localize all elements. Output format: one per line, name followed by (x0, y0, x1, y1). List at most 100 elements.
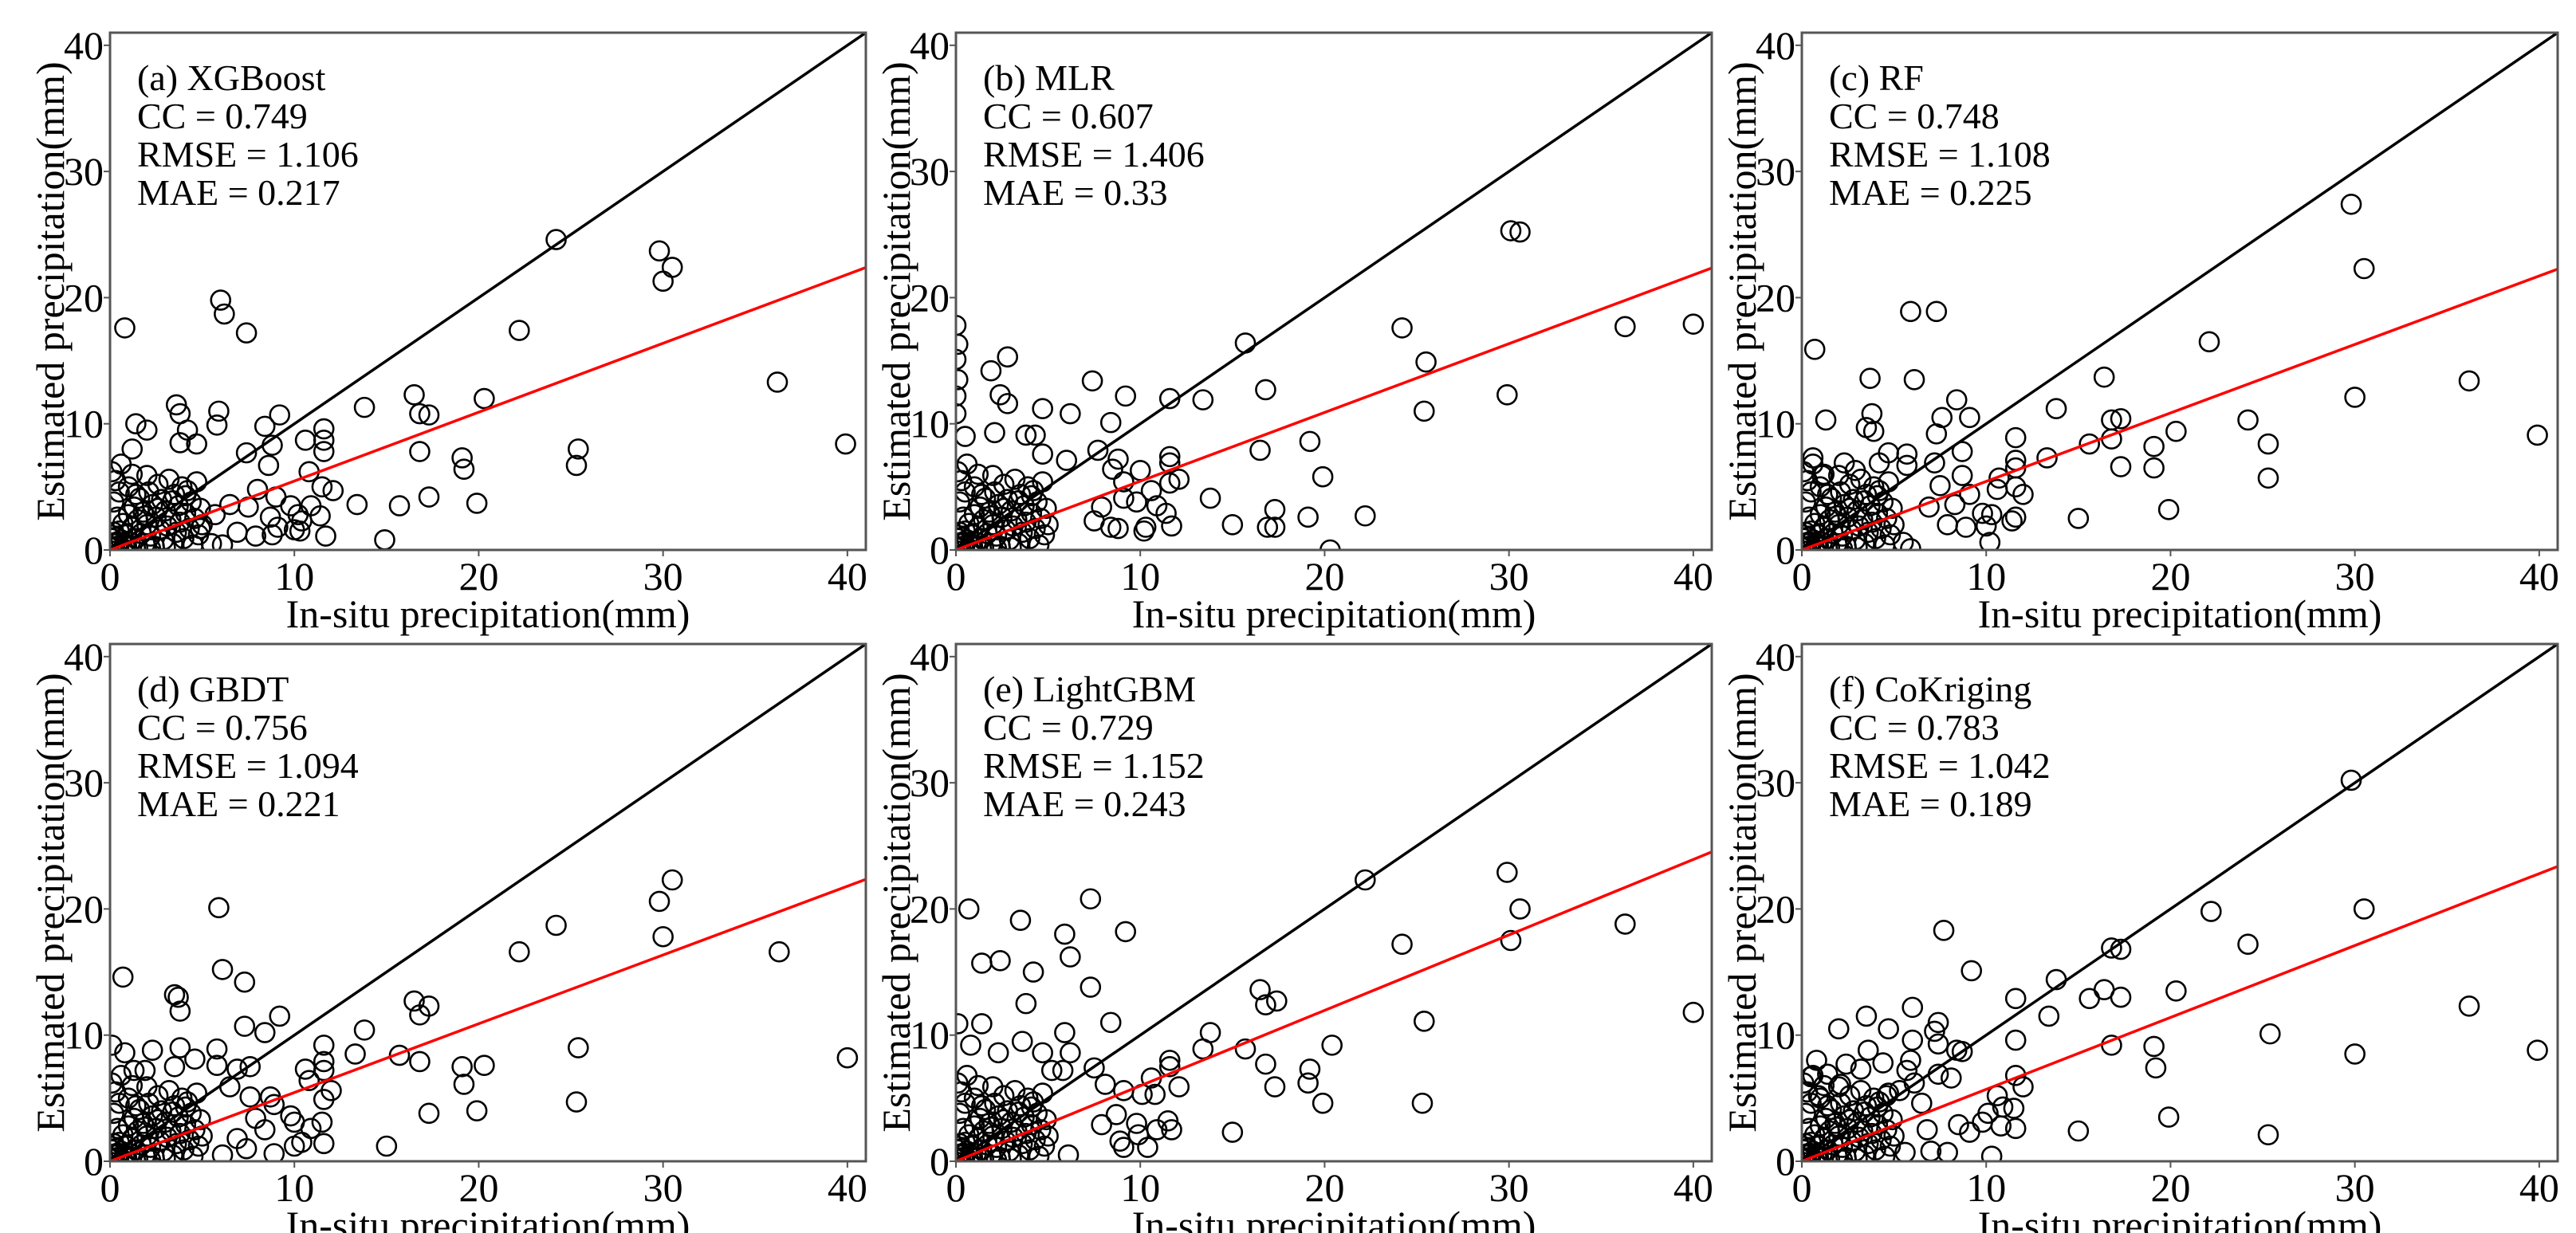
data-point (117, 476, 140, 498)
data-point (1015, 424, 1037, 446)
data-point (1102, 458, 1123, 480)
data-point (169, 1000, 191, 1022)
data-point (313, 429, 335, 451)
data-point (1866, 485, 1889, 507)
y-tick-label: 30 (64, 760, 104, 805)
data-point (2198, 331, 2220, 353)
data-point (1083, 510, 1105, 532)
data-point (1234, 1038, 1257, 1060)
data-point (2353, 898, 2375, 920)
x-tick-label: 10 (1966, 1165, 2006, 1210)
data-point (239, 1086, 262, 1108)
data-point (313, 1089, 335, 1110)
y-tick-label: 40 (64, 634, 104, 679)
data-point (2458, 370, 2480, 392)
x-tick-label: 30 (1489, 1165, 1529, 1210)
x-tick-label: 0 (100, 554, 120, 599)
panel-title-annotation: (c) RF (1829, 57, 1924, 98)
y-tick-label: 30 (910, 149, 950, 194)
data-point (2012, 1076, 2034, 1098)
data-point (1032, 443, 1053, 465)
data-point (235, 322, 258, 344)
y-tick-label: 20 (64, 886, 104, 931)
panel-mae-annotation: MAE = 0.217 (137, 172, 340, 213)
data-point (403, 383, 425, 406)
data-point (206, 414, 228, 436)
data-point (1802, 1133, 1816, 1155)
data-point (112, 966, 134, 988)
data-point (418, 1102, 440, 1125)
data-point (245, 1107, 266, 1129)
data-point (1158, 472, 1181, 494)
y-tick-label: 10 (1756, 1013, 1795, 1058)
data-point (134, 1059, 156, 1082)
x-tick-label: 40 (1673, 1165, 1713, 1210)
data-point (1060, 402, 1081, 425)
data-point (2353, 257, 2375, 280)
data-point (206, 1054, 228, 1076)
regression-fit-line (1802, 267, 2558, 550)
data-point (836, 1046, 859, 1069)
data-point (1827, 1018, 1850, 1040)
data-point (1900, 538, 1921, 550)
data-point (1988, 467, 2010, 489)
data-point (114, 317, 136, 339)
data-point (1057, 1144, 1080, 1161)
data-point (353, 1019, 376, 1041)
data-point (474, 387, 495, 410)
data-point (1896, 1059, 1918, 1082)
data-point (1255, 1053, 1276, 1075)
data-point (2012, 484, 2034, 505)
data-point (125, 484, 147, 505)
data-point (956, 402, 967, 425)
panel-cc-annotation: CC = 0.748 (1829, 96, 2000, 136)
data-point (2110, 408, 2132, 430)
data-point (125, 1095, 147, 1117)
panel-title-annotation: (f) CoKriging (1829, 669, 2031, 709)
data-point (1959, 1121, 1980, 1143)
data-point (1889, 1080, 1910, 1101)
panel-rmse-annotation: RMSE = 1.042 (1829, 745, 2051, 786)
x-tick-label: 10 (1120, 554, 1160, 599)
data-point (1161, 1119, 1182, 1141)
data-point (1924, 1020, 1945, 1043)
data-point (1312, 1092, 1334, 1114)
data-point (652, 270, 674, 293)
data-point (269, 404, 291, 426)
data-point (1854, 1144, 1875, 1161)
data-point (1001, 1148, 1022, 1161)
data-point (263, 1143, 285, 1161)
data-point (1876, 1119, 1898, 1141)
data-point (960, 1035, 981, 1056)
y-axis-label: Estimated precipitation(mm) (874, 673, 918, 1132)
data-point (1126, 1113, 1147, 1134)
data-point (1035, 497, 1057, 520)
data-point (2344, 387, 2366, 408)
data-point (1614, 316, 1636, 338)
x-tick-label: 20 (1304, 554, 1344, 599)
data-point (1916, 1119, 1938, 1141)
data-point (2200, 901, 2222, 922)
data-point (1115, 921, 1137, 943)
data-point (1091, 496, 1112, 518)
data-point (294, 1058, 317, 1080)
data-point (165, 394, 187, 416)
y-tick-label: 20 (910, 886, 950, 931)
data-point (2165, 420, 2187, 442)
data-point (1817, 484, 1839, 505)
data-point (451, 447, 473, 469)
data-point (127, 1148, 148, 1161)
data-point (981, 465, 1004, 486)
data-point (835, 433, 856, 455)
x-tick-label: 0 (1792, 554, 1812, 599)
y-tick-label: 30 (910, 760, 950, 805)
panel-cc-annotation: CC = 0.729 (983, 707, 1154, 748)
data-point (1021, 485, 1043, 507)
data-point (474, 1054, 495, 1076)
panel-rmse-annotation: RMSE = 1.108 (1829, 134, 2051, 175)
data-point (155, 1148, 176, 1161)
x-axis-label: In-situ precipitation(mm) (1132, 1203, 1536, 1233)
data-point (971, 1013, 993, 1035)
data-point (1900, 1050, 1921, 1071)
axes-frame (1800, 31, 2559, 552)
